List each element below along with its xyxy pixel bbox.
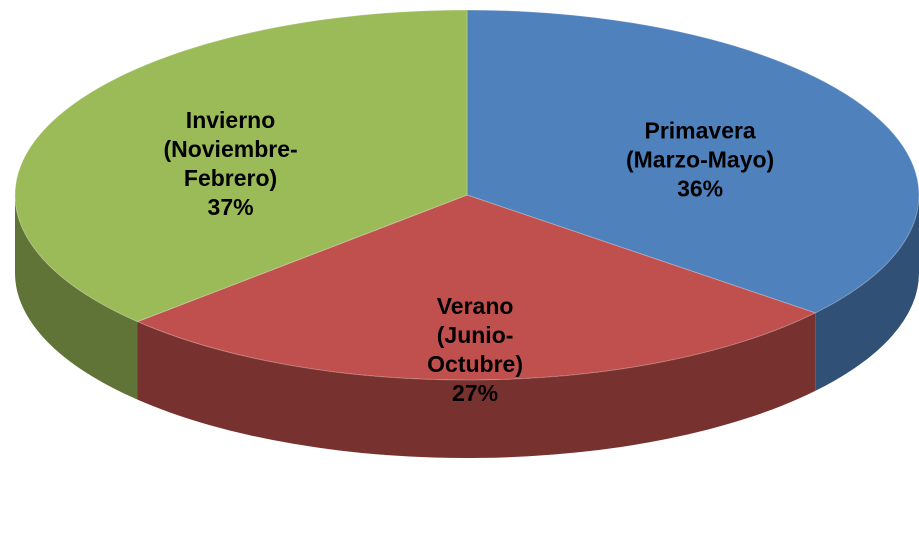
value-label: 37% [207,194,254,221]
data-label: Primavera (Marzo-Mayo) 36% [626,117,774,204]
slice-side [815,195,919,391]
category-label: Primavera (Marzo-Mayo) [625,117,775,173]
value-label: 27% [452,380,499,407]
slice [466,9,919,314]
slice [136,194,817,381]
value-label: 36% [677,175,724,202]
slice [14,9,468,323]
data-label: Invierno (Noviembre- Febrero) 37% [163,106,297,222]
slice-side [15,195,138,400]
category-label: Invierno (Noviembre- Febrero) [163,107,298,192]
slice-side [137,312,816,458]
category-label: Verano (Junio- Octubre) [427,293,523,378]
data-label: Verano (Junio- Octubre) 27% [427,292,523,408]
